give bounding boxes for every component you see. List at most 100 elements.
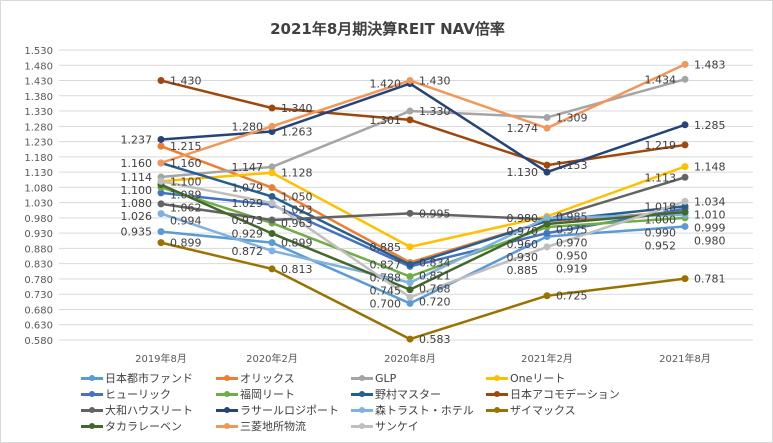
data-point	[406, 293, 414, 301]
data-label: 0.950	[556, 249, 588, 262]
y-tick-label: 1.430	[24, 77, 53, 88]
data-point	[406, 209, 414, 217]
data-point	[157, 135, 165, 143]
data-point	[406, 286, 414, 294]
data-point	[157, 239, 165, 247]
data-label: 0.980	[507, 212, 539, 225]
data-label: 0.970	[556, 236, 588, 249]
data-label: 0.745	[370, 285, 402, 298]
data-label: 1.219	[645, 139, 677, 152]
data-point	[157, 189, 165, 197]
y-tick-label: 1.380	[24, 92, 53, 103]
data-label: 0.952	[645, 239, 677, 252]
y-tick-label: 0.580	[24, 336, 53, 347]
data-label: 0.930	[507, 251, 539, 264]
data-label: 0.935	[121, 226, 153, 239]
data-label: 1.430	[170, 75, 202, 88]
data-label: 0.583	[419, 333, 451, 346]
data-label: 1.026	[121, 210, 153, 223]
data-point	[406, 261, 414, 269]
data-point	[406, 116, 414, 124]
data-point	[681, 208, 689, 216]
data-label: 1.280	[232, 120, 264, 133]
data-label: 1.050	[281, 191, 313, 204]
data-label: 1.100	[121, 184, 153, 197]
data-label: 1.148	[694, 161, 726, 174]
data-label: 1.483	[694, 58, 726, 71]
data-label: 1.309	[556, 111, 588, 124]
data-label: 1.330	[419, 105, 451, 118]
data-point	[268, 193, 276, 201]
data-point	[681, 197, 689, 205]
data-point	[681, 275, 689, 283]
x-tick-label: 2021年8月	[659, 352, 711, 365]
y-tick-label: 0.930	[24, 229, 53, 240]
data-label: 0.899	[281, 237, 313, 250]
data-point	[543, 243, 551, 251]
x-tick-label: 2019年8月	[135, 352, 187, 365]
data-point	[681, 222, 689, 230]
data-label: 1.100	[170, 175, 202, 188]
data-point	[157, 142, 165, 150]
data-label: 0.929	[232, 227, 264, 240]
data-point	[268, 216, 276, 224]
y-tick-label: 0.830	[24, 260, 53, 271]
data-point	[268, 184, 276, 192]
data-point	[406, 243, 414, 251]
data-label: 1.089	[170, 188, 202, 201]
data-point	[681, 141, 689, 149]
data-label: 0.885	[370, 241, 402, 254]
data-point	[268, 163, 276, 171]
data-label: 0.834	[419, 256, 451, 269]
data-point	[157, 228, 165, 236]
data-point	[543, 113, 551, 121]
data-point	[543, 229, 551, 237]
data-label: 0.781	[694, 273, 726, 286]
data-label: 1.340	[281, 102, 313, 115]
data-point	[543, 220, 551, 228]
data-label: 0.700	[370, 298, 402, 311]
data-point	[157, 159, 165, 167]
data-point	[406, 273, 414, 281]
data-label: 1.274	[507, 122, 539, 135]
data-label: 0.963	[281, 217, 313, 230]
y-tick-label: 0.980	[24, 214, 53, 225]
data-label: 0.872	[232, 245, 264, 258]
data-label: 1.285	[694, 119, 726, 132]
data-point	[157, 210, 165, 218]
data-label: 1.160	[121, 157, 153, 170]
data-point	[157, 77, 165, 85]
data-label: 1.023	[281, 204, 313, 217]
data-point	[543, 214, 551, 222]
data-label: 0.720	[419, 295, 451, 308]
data-label: 1.420	[370, 78, 402, 91]
data-point	[681, 60, 689, 68]
data-label: 1.079	[232, 182, 264, 195]
data-point	[681, 121, 689, 129]
data-point	[681, 75, 689, 83]
data-label: 1.130	[507, 166, 539, 179]
x-tick-label: 2020年8月	[384, 352, 436, 365]
data-label: 1.237	[121, 133, 153, 146]
y-tick-label: 1.280	[24, 122, 53, 133]
data-label: 0.899	[170, 237, 202, 250]
data-label: 1.029	[232, 197, 264, 210]
y-tick-label: 1.030	[24, 199, 53, 210]
y-tick-label: 0.630	[24, 321, 53, 332]
data-point	[406, 107, 414, 115]
data-label: 0.985	[556, 210, 588, 223]
y-tick-label: 1.180	[24, 153, 53, 164]
y-tick-label: 1.330	[24, 107, 53, 118]
data-label: 0.970	[507, 225, 539, 238]
data-point	[268, 199, 276, 207]
data-point	[268, 265, 276, 273]
data-point	[406, 335, 414, 343]
data-point	[406, 77, 414, 85]
data-label: 0.995	[419, 207, 451, 220]
y-tick-label: 1.130	[24, 168, 53, 179]
data-point	[268, 169, 276, 177]
data-point	[268, 247, 276, 255]
data-point	[268, 122, 276, 130]
